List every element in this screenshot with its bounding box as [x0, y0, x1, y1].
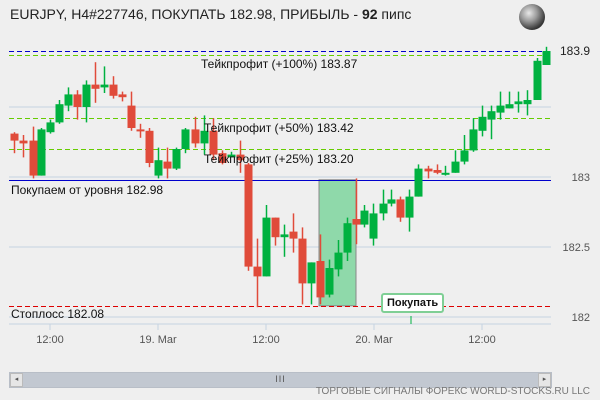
candle-body — [487, 111, 496, 120]
candle-body — [307, 262, 316, 284]
candle-body — [542, 51, 551, 65]
candle-body — [514, 101, 523, 105]
scroll-right-button[interactable]: ▸ — [538, 373, 551, 387]
candle-body — [145, 130, 154, 163]
y-tick-label: 182.5 — [562, 242, 590, 254]
candle-body — [334, 252, 343, 270]
candle-body — [325, 268, 334, 295]
candle-body — [280, 234, 289, 238]
title-suffix: пипс — [377, 6, 412, 22]
candle-body — [55, 104, 64, 123]
candle-body — [109, 84, 118, 96]
candle-body — [73, 94, 82, 107]
candle-body — [387, 199, 396, 204]
candle-body — [136, 129, 145, 132]
candle-body — [405, 196, 414, 218]
candle-body — [181, 129, 190, 149]
candle-body — [64, 94, 73, 106]
title-prefix: EURJPY, H4#227746, ПОКУПАТЬ 182.98, ПРИБ… — [10, 6, 362, 22]
candle-body — [379, 203, 388, 214]
take-profit-50-label: Тейкпрофит (+50%) 183.42 — [204, 121, 354, 135]
candle-body — [154, 160, 163, 176]
take-profit-100-label: Тейкпрофит (+100%) 183.87 — [201, 57, 358, 71]
candle-body — [163, 161, 172, 169]
chart-title: EURJPY, H4#227746, ПОКУПАТЬ 182.98, ПРИБ… — [10, 6, 411, 22]
y-tick-label: 182 — [571, 312, 590, 324]
x-tick-label: 12:00 — [36, 334, 64, 346]
candle-body — [424, 168, 433, 172]
globe-icon[interactable] — [519, 4, 545, 30]
candle-body — [271, 217, 280, 238]
candle-body — [37, 129, 46, 176]
candle-body — [253, 266, 262, 277]
candle-body — [82, 84, 91, 107]
candle-body — [100, 84, 109, 88]
horizontal-scrollbar[interactable]: ◂ III ▸ — [9, 372, 552, 388]
candle-body — [523, 100, 532, 105]
candle-body — [118, 94, 127, 98]
candle-body — [360, 210, 369, 225]
candle-body — [316, 261, 325, 298]
candle-body — [433, 170, 442, 173]
candle-body — [441, 172, 450, 175]
candle-body — [46, 122, 55, 133]
candle-body — [10, 133, 19, 141]
candle-body — [218, 153, 227, 163]
candle-body — [227, 154, 236, 158]
candle-body — [127, 105, 136, 128]
candle-body — [369, 213, 378, 239]
candle-body — [496, 105, 505, 113]
candle-body — [236, 154, 245, 161]
candle-body — [91, 84, 100, 89]
scrollbar-grip[interactable]: III — [275, 374, 286, 384]
candle-body — [533, 60, 542, 100]
candle-body — [469, 129, 478, 151]
candle-body — [460, 150, 469, 162]
candle-body — [262, 217, 271, 277]
candle-body — [298, 238, 307, 284]
x-tick-label: 12:00 — [252, 334, 280, 346]
entry-level-label: Покупаем от уровня 182.98 — [11, 183, 164, 197]
candle-body — [29, 140, 38, 176]
buy-marker-badge[interactable]: Покупать — [381, 293, 445, 313]
stop-loss-label: Стоплосс 182.08 — [11, 308, 105, 319]
profit-value: 92 — [361, 6, 378, 22]
candle-body — [200, 130, 209, 144]
x-tick-label: 12:00 — [468, 334, 496, 346]
candle-body — [414, 168, 423, 197]
candle-body — [244, 164, 253, 267]
x-tick-label: 20. Mar — [355, 334, 393, 346]
current-price-label: 183.9 — [559, 44, 590, 58]
candle-body — [209, 130, 218, 155]
candle-body — [343, 223, 352, 253]
x-tick-label: 19. Mar — [139, 334, 177, 346]
candle-body — [172, 149, 181, 169]
candle-body — [352, 219, 361, 225]
footer-credits: ТОРГОВЫЕ СИГНАЛЫ ФОРЕКС WORLD-STOCKS.RU … — [315, 386, 590, 397]
candle-body — [505, 104, 514, 109]
candle-body — [451, 161, 460, 173]
candle-body — [396, 199, 405, 218]
candle-body — [19, 140, 28, 144]
candle-body — [478, 116, 487, 131]
take-profit-25-label: Тейкпрофит (+25%) 183.20 — [204, 152, 354, 166]
y-tick-label: 183 — [571, 172, 590, 184]
candle-body — [191, 129, 200, 144]
scroll-left-button[interactable]: ◂ — [10, 373, 23, 387]
candle-body — [289, 231, 298, 239]
